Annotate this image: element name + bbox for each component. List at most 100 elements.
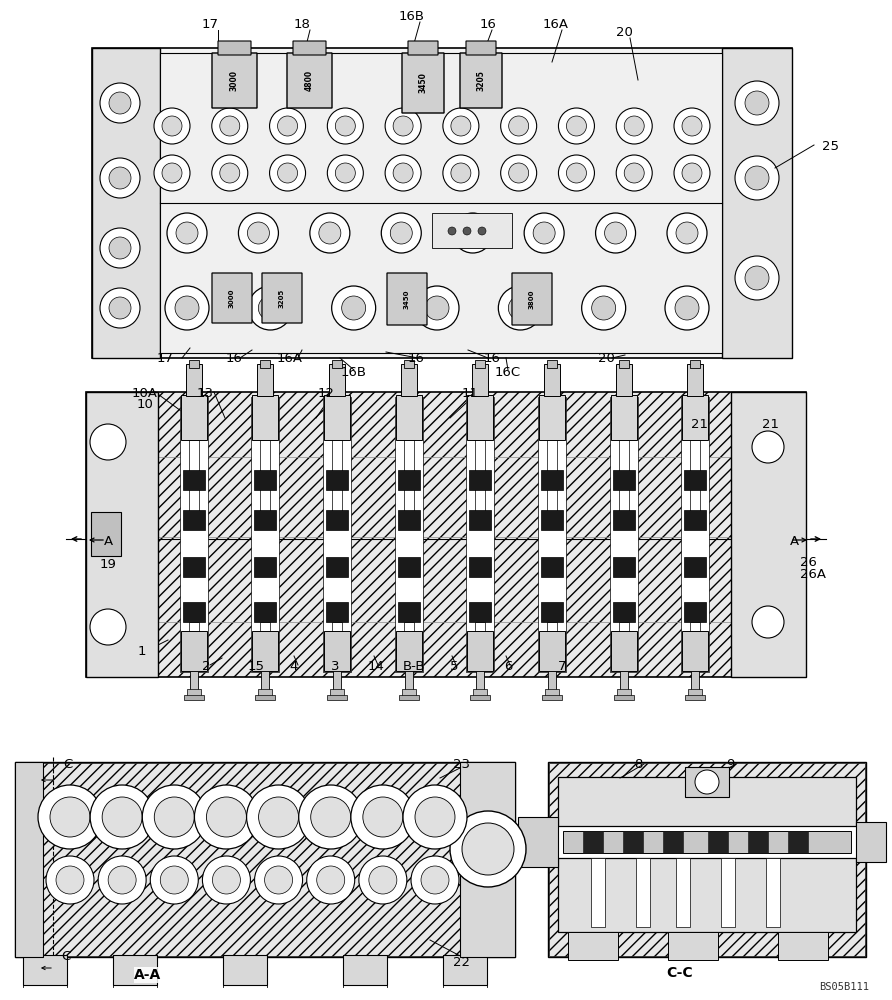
Circle shape (675, 296, 699, 320)
Bar (183, 510, 205, 530)
FancyBboxPatch shape (212, 53, 257, 108)
Circle shape (616, 108, 652, 144)
Circle shape (450, 811, 526, 887)
Text: 21: 21 (691, 418, 708, 431)
Bar (472, 364, 488, 396)
Bar (548, 671, 556, 693)
Bar (610, 631, 637, 671)
Bar (722, 48, 792, 358)
Circle shape (335, 163, 355, 183)
Circle shape (478, 227, 486, 235)
Bar (547, 622, 557, 647)
Bar (326, 510, 348, 530)
Bar (398, 510, 420, 530)
Bar (748, 831, 768, 853)
Circle shape (745, 91, 769, 115)
Bar (15, 762, 515, 957)
Text: 18: 18 (293, 18, 310, 31)
Bar (618, 622, 629, 647)
Circle shape (415, 286, 459, 330)
Circle shape (248, 286, 293, 330)
Bar (610, 395, 637, 440)
Circle shape (38, 785, 102, 849)
Text: 13: 13 (196, 387, 213, 400)
Bar (518, 817, 558, 867)
Bar (474, 689, 487, 697)
Bar (731, 392, 806, 677)
Circle shape (90, 609, 126, 645)
Circle shape (582, 286, 625, 330)
Circle shape (393, 163, 413, 183)
Circle shape (254, 856, 302, 904)
Circle shape (450, 163, 471, 183)
Bar (636, 858, 650, 927)
Bar (330, 689, 344, 697)
Bar (259, 689, 272, 697)
Circle shape (591, 296, 615, 320)
Text: 4800: 4800 (305, 70, 314, 91)
Bar (460, 762, 515, 957)
Bar (766, 858, 780, 927)
Bar (613, 510, 634, 530)
Bar (326, 470, 348, 490)
Text: 17: 17 (202, 18, 219, 31)
Circle shape (450, 116, 471, 136)
Circle shape (212, 866, 241, 894)
Text: A: A (103, 535, 112, 548)
Bar (538, 397, 566, 672)
Circle shape (425, 296, 449, 320)
Bar (181, 395, 207, 440)
Bar (685, 767, 729, 797)
Text: 14: 14 (368, 660, 384, 673)
Bar (252, 631, 278, 671)
Text: 3205: 3205 (476, 70, 485, 91)
Bar (189, 360, 199, 368)
Circle shape (310, 797, 351, 837)
Bar (623, 831, 643, 853)
Circle shape (318, 222, 341, 244)
Circle shape (154, 155, 190, 191)
Text: 19: 19 (100, 558, 117, 571)
Bar (778, 932, 828, 960)
Bar (252, 395, 278, 440)
Bar (469, 557, 491, 577)
Bar (721, 858, 735, 927)
Text: C: C (63, 758, 72, 771)
FancyBboxPatch shape (212, 273, 252, 323)
Circle shape (385, 155, 421, 191)
Bar (254, 510, 277, 530)
Text: 20: 20 (598, 352, 615, 365)
Circle shape (682, 163, 702, 183)
Bar (329, 364, 345, 396)
Bar (547, 440, 557, 524)
Circle shape (415, 797, 455, 837)
Bar (708, 831, 728, 853)
Bar (396, 395, 422, 440)
Circle shape (317, 866, 344, 894)
Bar (613, 602, 634, 622)
Circle shape (616, 155, 652, 191)
Circle shape (752, 606, 784, 638)
FancyBboxPatch shape (512, 273, 552, 325)
Text: 15: 15 (247, 660, 265, 673)
Circle shape (566, 163, 586, 183)
Bar (544, 364, 560, 396)
FancyBboxPatch shape (402, 53, 444, 113)
Text: C-C: C-C (666, 966, 693, 980)
Bar (189, 440, 199, 524)
Bar (86, 392, 806, 677)
Circle shape (219, 163, 240, 183)
Bar (254, 602, 277, 622)
Bar (541, 602, 563, 622)
Circle shape (596, 213, 636, 253)
Circle shape (109, 167, 131, 189)
Text: 6: 6 (504, 660, 512, 673)
Circle shape (421, 866, 449, 894)
Circle shape (100, 83, 140, 123)
Circle shape (443, 155, 479, 191)
Bar (618, 360, 629, 368)
Bar (396, 631, 422, 671)
Bar (541, 470, 563, 490)
Text: 3000: 3000 (229, 288, 235, 308)
Circle shape (176, 222, 198, 244)
